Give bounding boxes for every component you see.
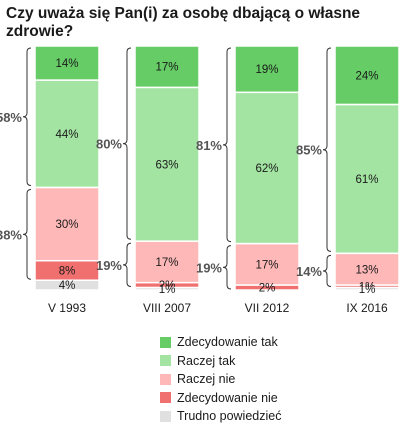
bar-segment — [334, 103, 400, 255]
positive-total-label: 81% — [196, 138, 222, 153]
negative-total-label: 14% — [296, 264, 322, 279]
category-label: V 1993 — [48, 301, 86, 315]
bar-segment — [134, 286, 200, 291]
chart-legend: Zdecydowanie tak Raczej tak Raczej nie Zdec… — [160, 333, 281, 426]
legend-label: Zdecydowanie tak — [177, 335, 278, 350]
negative-total-label: 38% — [0, 227, 22, 242]
bar-segment — [34, 45, 100, 81]
data-label: 30% — [55, 219, 78, 231]
bar-segment — [334, 286, 400, 291]
data-label: 4% — [59, 280, 76, 292]
legend-swatch — [160, 355, 171, 367]
category-label: VIII 2007 — [143, 301, 191, 315]
positive-brace — [22, 47, 32, 187]
legend-item: Zdecydowanie nie — [160, 389, 281, 408]
positive-total-label: 85% — [296, 143, 322, 158]
data-label: 24% — [355, 70, 378, 82]
data-label: 8% — [59, 265, 76, 277]
legend-item: Raczej tak — [160, 352, 281, 371]
data-label: 44% — [55, 129, 78, 141]
data-label: 1% — [359, 284, 376, 296]
legend-swatch — [160, 392, 171, 404]
bar-segment — [34, 279, 100, 291]
positive-brace — [322, 47, 332, 252]
positive-total-label: 58% — [0, 110, 22, 125]
data-label: 1% — [159, 284, 176, 296]
data-label: 17% — [155, 257, 178, 269]
data-label: 17% — [155, 62, 178, 74]
data-label: 17% — [255, 259, 278, 271]
data-label: 63% — [155, 159, 178, 171]
legend-swatch — [160, 410, 171, 422]
negative-brace — [122, 242, 132, 288]
bar-segment — [234, 284, 300, 291]
bar-segment — [234, 91, 300, 245]
bar-segment — [334, 252, 400, 286]
category-label: VII 2012 — [245, 301, 290, 315]
data-label: 13% — [355, 264, 378, 276]
negative-brace — [222, 245, 232, 290]
bar-segment — [234, 45, 300, 94]
legend-swatch — [160, 373, 171, 385]
bar-segment — [34, 186, 100, 262]
positive-brace — [222, 47, 232, 243]
negative-brace — [322, 254, 332, 288]
positive-total-label: 80% — [96, 137, 122, 152]
data-label: 14% — [55, 58, 78, 70]
legend-item: Zdecydowanie tak — [160, 333, 281, 352]
legend-label: Zdecydowanie nie — [177, 390, 278, 405]
negative-total-label: 19% — [96, 258, 122, 273]
negative-brace — [22, 189, 32, 280]
legend-label: Raczej nie — [177, 372, 236, 387]
category-label: IX 2016 — [346, 301, 388, 315]
bar-segment — [134, 240, 200, 284]
data-label: 19% — [255, 64, 278, 76]
chart-title: Czy uważa się Pan(i) za osobę dbającą o … — [6, 5, 361, 40]
legend-item: Raczej nie — [160, 370, 281, 389]
bar-segment — [134, 45, 200, 89]
data-label: 61% — [355, 174, 378, 186]
bar-segment — [134, 86, 200, 242]
legend-label: Raczej tak — [177, 353, 236, 368]
positive-brace — [122, 47, 132, 240]
legend-swatch — [160, 336, 171, 348]
negative-total-label: 19% — [196, 260, 222, 275]
data-label: 62% — [255, 163, 278, 175]
data-label: 2% — [259, 283, 276, 295]
legend-item: Trudno powiedzieć — [160, 407, 281, 426]
legend-label: Trudno powiedzieć — [177, 409, 282, 424]
